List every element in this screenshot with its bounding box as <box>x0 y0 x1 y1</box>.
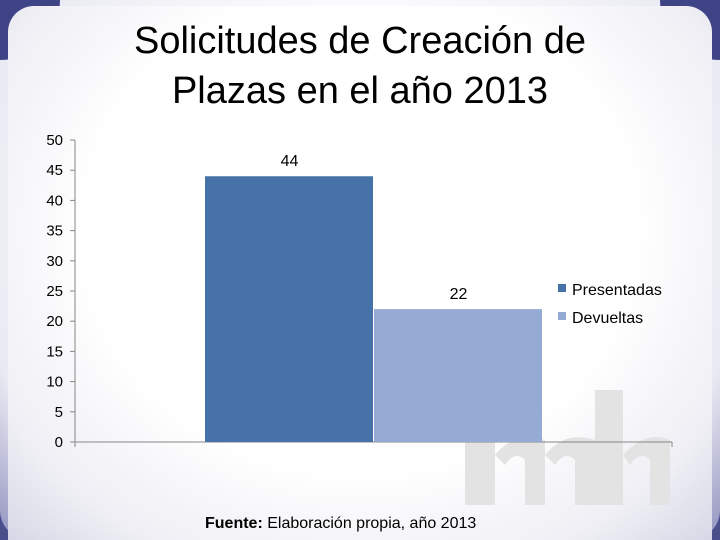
y-tick-label: 20 <box>46 313 63 330</box>
y-tick-label: 45 <box>46 162 63 179</box>
bar-devueltas <box>374 309 542 442</box>
data-labels: 44 22 <box>281 153 468 303</box>
y-axis: 0 5 10 15 20 25 30 35 40 45 50 <box>46 132 673 451</box>
y-tick-label: 10 <box>46 374 63 391</box>
mh-logo-watermark <box>465 390 670 505</box>
source-label: Fuente: <box>205 515 263 532</box>
legend-label-devueltas: Devueltas <box>572 310 643 327</box>
y-tick-label: 15 <box>46 343 63 360</box>
source-text: Elaboración propia, año 2013 <box>262 515 477 532</box>
legend-swatch-devueltas <box>558 312 566 320</box>
y-tick-label: 30 <box>46 253 63 270</box>
bars <box>205 176 542 443</box>
y-tick-label: 35 <box>46 223 63 240</box>
y-tick-label: 0 <box>55 434 63 451</box>
bar-presentadas <box>205 176 373 443</box>
chart-title: Solicitudes de Creación de Plazas en el … <box>133 20 587 112</box>
data-label-devueltas: 22 <box>450 286 468 303</box>
y-tick-label: 50 <box>46 132 63 149</box>
legend: Presentadas Devueltas <box>558 282 662 327</box>
legend-swatch-presentadas <box>558 284 566 292</box>
y-tick-label: 5 <box>55 404 63 421</box>
y-tick-label: 40 <box>46 192 63 209</box>
y-tick-label: 25 <box>46 283 63 300</box>
legend-label-presentadas: Presentadas <box>572 282 662 299</box>
data-label-presentadas: 44 <box>281 153 299 170</box>
source-note: Fuente: Elaboración propia, año 2013 <box>205 515 476 533</box>
